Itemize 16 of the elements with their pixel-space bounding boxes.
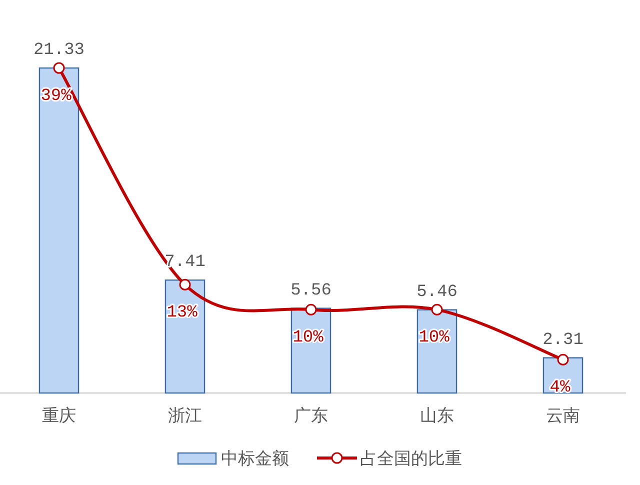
data-label: 5.46 bbox=[416, 282, 458, 302]
x-tick-label: 浙江 bbox=[168, 406, 202, 425]
data-label: 13% bbox=[166, 304, 198, 323]
data-label: 5.56 bbox=[290, 281, 332, 300]
x-tick-label: 云南 bbox=[546, 406, 580, 425]
data-label: 10% bbox=[418, 328, 450, 348]
data-label: 4% bbox=[550, 378, 570, 398]
data-label: 21.33 bbox=[34, 41, 84, 60]
x-tick-label: 重庆 bbox=[42, 406, 76, 425]
data-label: 2.31 bbox=[542, 330, 584, 350]
data-label: 10% bbox=[292, 328, 324, 348]
data-label: 39% bbox=[40, 87, 72, 106]
x-tick-label: 广东 bbox=[294, 406, 328, 425]
x-tick-label: 山东 bbox=[420, 406, 454, 425]
legend-label: 占全国的比重 bbox=[360, 449, 462, 468]
legend-label: 中标金额 bbox=[221, 449, 289, 468]
